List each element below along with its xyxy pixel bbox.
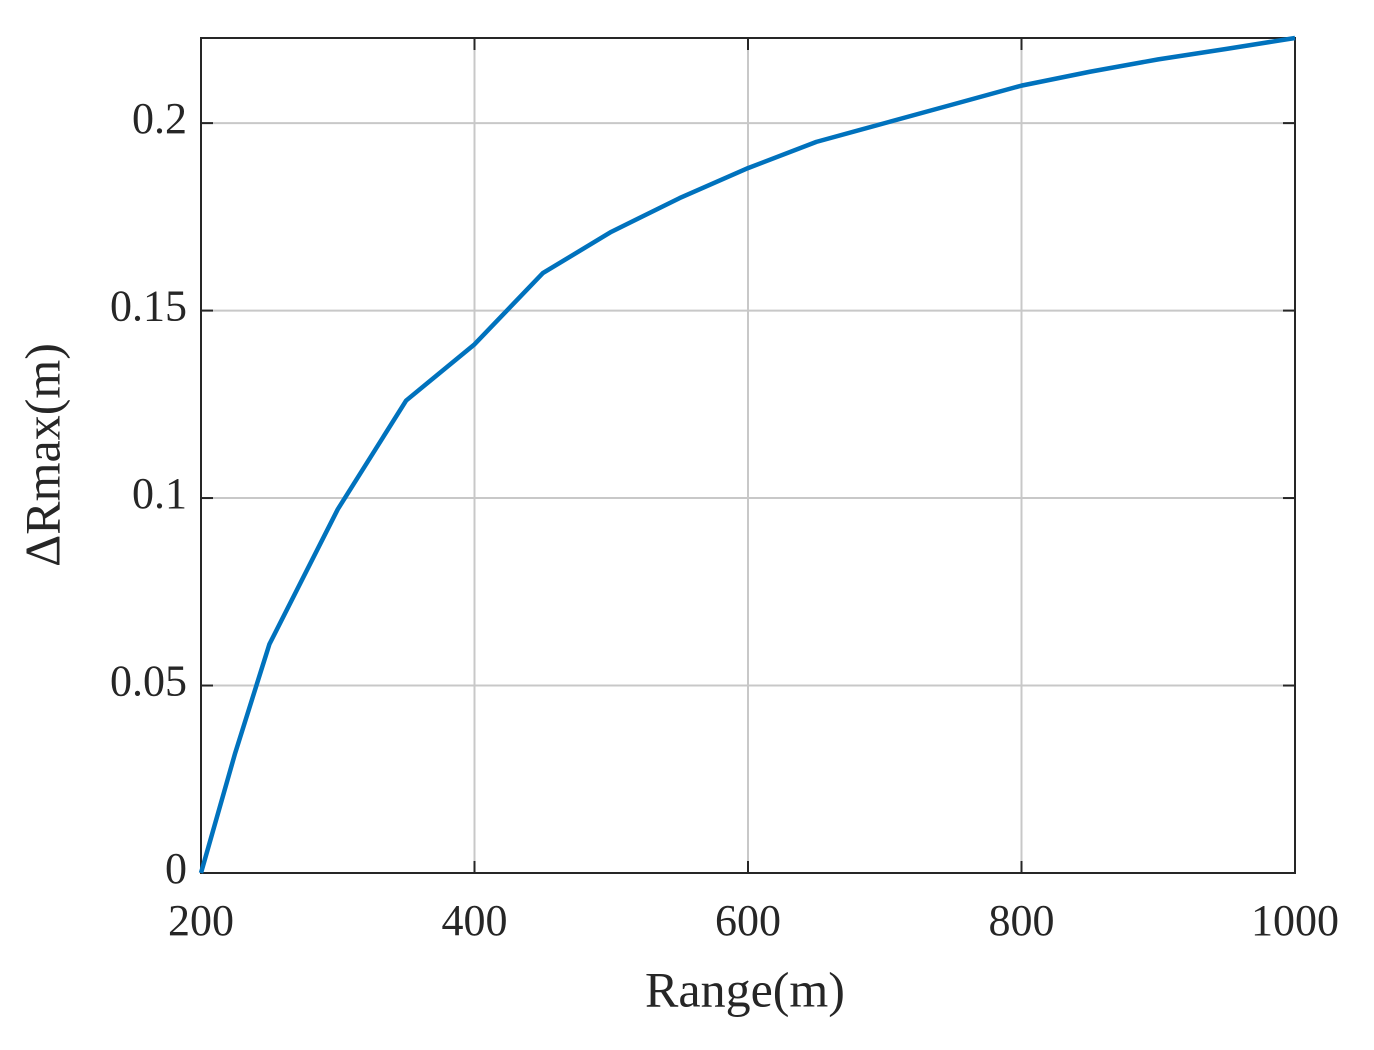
x-tick-label: 1000 <box>1251 896 1339 945</box>
x-tick-label: 800 <box>989 896 1055 945</box>
y-tick-label: 0.15 <box>110 282 187 331</box>
x-tick-label: 600 <box>715 896 781 945</box>
y-tick-label: 0.1 <box>132 469 187 518</box>
data-line <box>198 35 1296 874</box>
y-tick-label: 0.2 <box>132 94 187 143</box>
x-tick-label: 200 <box>168 896 234 945</box>
y-axis-label: ΔRmax(m) <box>14 343 70 567</box>
y-tick-label: 0.05 <box>110 657 187 706</box>
x-tick-label: 400 <box>442 896 508 945</box>
plot-frame <box>200 37 1296 874</box>
y-tick-label: 0 <box>165 844 187 893</box>
x-axis-label: Range(m) <box>645 961 845 1017</box>
